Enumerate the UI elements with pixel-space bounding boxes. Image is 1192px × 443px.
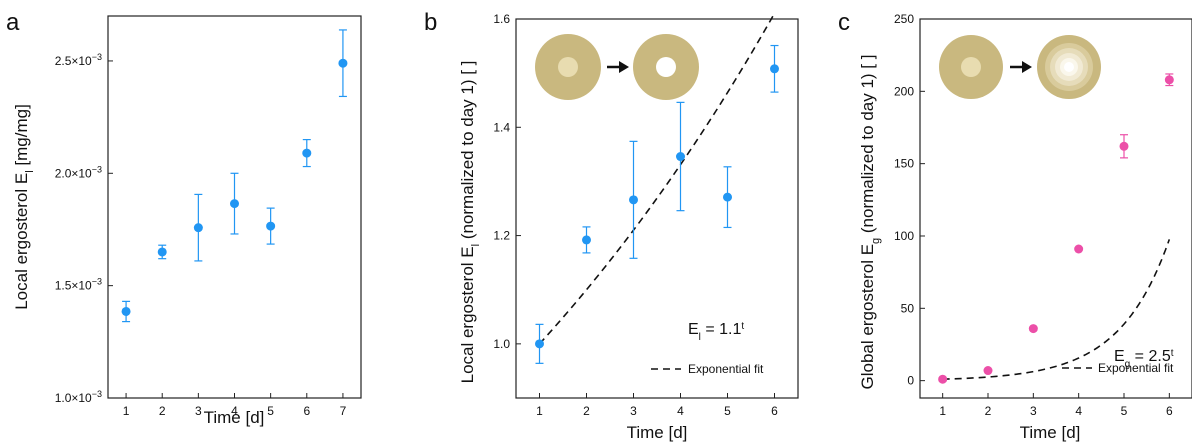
x-tick-label: 6 [303, 404, 310, 418]
data-point [983, 366, 993, 376]
data-point [302, 148, 312, 158]
panel-a-points [121, 29, 348, 323]
panel-a-x-ticks: 1 2 3 4 5 6 7 [123, 393, 347, 418]
x-tick-label: 4 [1075, 404, 1082, 418]
data-point [121, 306, 131, 316]
y-tick-label: 2.5×10−3 [55, 52, 102, 68]
data-point [1028, 324, 1038, 334]
x-tick-label: 5 [1121, 404, 1128, 418]
panel-c-points [938, 73, 1174, 384]
x-tick-label: 4 [231, 404, 238, 418]
panel-c-fit-curve [942, 239, 1171, 380]
panel-b-x-label: Time [d] [627, 423, 688, 442]
panel-c-frame [919, 18, 1192, 399]
data-point [1119, 141, 1129, 151]
data-point [629, 195, 638, 205]
x-tick-label: 3 [1030, 404, 1037, 418]
panel-c-legend-label: Exponential fit [1098, 361, 1174, 375]
panel-c-arrow-icon [1010, 61, 1032, 73]
x-tick-label: 1 [536, 404, 543, 418]
panel-c-disc-after-icon [1037, 35, 1101, 99]
panel-a-y-label: Local ergosterol El [mg/mg] [12, 104, 36, 310]
x-tick-label: 7 [340, 404, 347, 418]
y-tick-label: 100 [894, 229, 914, 243]
panel-b-label: b [424, 9, 437, 36]
x-tick-label: 2 [159, 404, 166, 418]
x-tick-label: 4 [677, 404, 684, 418]
panel-b-x-ticks: 1 2 3 4 5 6 [536, 393, 778, 418]
data-point [770, 64, 779, 74]
data-point [157, 247, 167, 257]
panel-b-frame [515, 18, 799, 399]
y-tick-label: 200 [894, 84, 914, 98]
panel-b: b 1 2 3 4 5 6 1.0 1.2 1.4 1.6 El = 1.1t Exponent… [424, 9, 799, 442]
panel-c-equation: Eg = 2.5t [1114, 348, 1174, 370]
x-tick-label: 6 [771, 404, 778, 418]
panel-b-fit-curve [538, 12, 776, 345]
x-tick-label: 6 [1166, 404, 1173, 418]
panel-b-disc-after-icon [633, 34, 699, 100]
y-tick-label: 1.5×10−3 [55, 277, 102, 293]
x-tick-label: 5 [267, 404, 274, 418]
panel-a: a 1 2 3 4 5 6 7 1.0×10−3 1.5×10−3 2.0×10−3 2.5×10… [6, 9, 362, 427]
x-tick-label: 3 [630, 404, 637, 418]
data-point [582, 235, 591, 245]
y-tick-label: 2.0×10−3 [55, 164, 102, 180]
data-point [266, 221, 276, 231]
panel-c-disc-before-icon [939, 35, 1003, 99]
y-tick-label: 0 [907, 374, 914, 388]
panel-b-legend-label: Exponential fit [688, 362, 764, 376]
panel-b-arrow-icon [607, 61, 629, 73]
y-tick-label: 250 [894, 12, 914, 26]
y-tick-label: 1.0 [493, 337, 510, 351]
y-tick-label: 150 [894, 157, 914, 171]
data-point [676, 152, 685, 162]
panel-b-points [535, 44, 779, 364]
panel-b-y-ticks: 1.0 1.2 1.4 1.6 [493, 12, 521, 351]
x-tick-label: 2 [583, 404, 590, 418]
y-tick-label: 1.4 [493, 120, 510, 134]
panel-c-x-ticks: 1 2 3 4 5 6 [939, 393, 1173, 418]
data-point [1164, 75, 1174, 85]
data-point [1074, 244, 1084, 254]
panel-b-equation: El = 1.1t [688, 321, 744, 343]
y-tick-label: 1.6 [493, 12, 510, 26]
data-point [338, 58, 348, 68]
data-point [535, 339, 544, 349]
x-tick-label: 3 [195, 404, 202, 418]
panel-c-x-label: Time [d] [1020, 423, 1081, 442]
panel-a-y-ticks: 1.0×10−3 1.5×10−3 2.0×10−3 2.5×10−3 [55, 52, 113, 405]
y-tick-label: 1.2 [493, 229, 510, 243]
x-tick-label: 1 [123, 404, 130, 418]
data-point [230, 199, 239, 209]
x-tick-label: 5 [724, 404, 731, 418]
data-point [723, 192, 732, 202]
y-tick-label: 50 [901, 301, 915, 315]
panel-b-y-label: Local ergosterol El (normalized to day 1… [458, 61, 482, 384]
panel-c-label: c [838, 9, 850, 36]
data-point [193, 223, 203, 233]
x-tick-label: 2 [985, 404, 992, 418]
panel-a-x-label: Time [d] [204, 408, 265, 427]
y-tick-label: 1.0×10−3 [55, 389, 102, 405]
x-tick-label: 1 [939, 404, 946, 418]
panel-a-label: a [6, 9, 20, 36]
panel-c: c 1 2 3 4 5 6 0 50 100 150 200 250 Eg = 2.5t Expon… [838, 9, 1192, 442]
panel-b-disc-before-icon [535, 34, 601, 100]
panel-c-y-label: Global ergosterol Eg (normalized to day … [858, 55, 882, 390]
data-point [938, 374, 948, 384]
panel-c-y-ticks: 0 50 100 150 200 250 [894, 12, 925, 388]
